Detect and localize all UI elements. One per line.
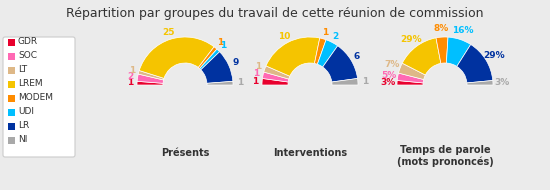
- Text: 29%: 29%: [400, 35, 422, 44]
- Wedge shape: [137, 81, 163, 85]
- FancyBboxPatch shape: [8, 136, 15, 143]
- FancyBboxPatch shape: [3, 37, 75, 157]
- Text: 3%: 3%: [494, 78, 509, 87]
- Text: MODEM: MODEM: [18, 93, 53, 101]
- Text: 1: 1: [127, 78, 133, 87]
- Text: 6: 6: [354, 52, 360, 61]
- FancyBboxPatch shape: [8, 123, 15, 130]
- Text: 25: 25: [162, 28, 175, 37]
- Wedge shape: [262, 78, 288, 85]
- Wedge shape: [402, 38, 441, 75]
- Wedge shape: [399, 63, 425, 80]
- Text: 1: 1: [362, 77, 368, 86]
- Wedge shape: [264, 66, 290, 79]
- Text: Présents: Présents: [161, 148, 209, 158]
- Text: LT: LT: [18, 64, 27, 74]
- Text: UDI: UDI: [18, 107, 34, 116]
- Text: 5%: 5%: [381, 71, 397, 80]
- Text: 10: 10: [278, 32, 291, 41]
- Text: 1: 1: [220, 41, 226, 50]
- Text: 2: 2: [332, 32, 338, 41]
- Wedge shape: [315, 38, 326, 64]
- Wedge shape: [436, 37, 448, 63]
- Text: Répartition par groupes du travail de cette réunion de commission: Répartition par groupes du travail de ce…: [66, 7, 484, 20]
- Text: SOC: SOC: [18, 51, 37, 59]
- Wedge shape: [139, 37, 214, 78]
- Wedge shape: [199, 47, 217, 69]
- Text: 2: 2: [128, 72, 134, 81]
- FancyBboxPatch shape: [8, 52, 15, 59]
- Wedge shape: [397, 73, 424, 83]
- FancyBboxPatch shape: [8, 66, 15, 74]
- Wedge shape: [207, 81, 233, 85]
- Wedge shape: [467, 81, 493, 85]
- Wedge shape: [457, 44, 493, 83]
- Text: Temps de parole
(mots prononcés): Temps de parole (mots prononcés): [397, 145, 493, 167]
- Wedge shape: [262, 72, 289, 82]
- Wedge shape: [323, 46, 358, 82]
- Text: 29%: 29%: [483, 51, 504, 60]
- Text: 1: 1: [129, 66, 135, 75]
- Wedge shape: [201, 52, 233, 83]
- Text: 1: 1: [322, 28, 328, 36]
- Text: 1: 1: [217, 38, 223, 47]
- Wedge shape: [317, 40, 338, 67]
- Text: 16%: 16%: [452, 26, 474, 35]
- Text: GDR: GDR: [18, 36, 38, 45]
- Text: 8%: 8%: [434, 24, 449, 33]
- Wedge shape: [447, 37, 471, 66]
- FancyBboxPatch shape: [8, 94, 15, 101]
- FancyBboxPatch shape: [8, 81, 15, 88]
- Text: LREM: LREM: [18, 78, 43, 88]
- Text: 1: 1: [252, 77, 258, 86]
- FancyBboxPatch shape: [8, 108, 15, 116]
- Text: 1: 1: [255, 62, 261, 71]
- Wedge shape: [332, 78, 358, 85]
- Wedge shape: [266, 37, 320, 76]
- Text: 7%: 7%: [384, 60, 399, 69]
- Text: 9: 9: [232, 58, 238, 67]
- Text: NI: NI: [18, 135, 28, 143]
- Wedge shape: [137, 74, 163, 83]
- Wedge shape: [200, 49, 219, 70]
- FancyBboxPatch shape: [8, 39, 15, 45]
- Text: 1: 1: [237, 78, 243, 87]
- Text: Interventions: Interventions: [273, 148, 347, 158]
- Text: 1: 1: [253, 69, 259, 78]
- Text: 3%: 3%: [381, 78, 395, 87]
- Wedge shape: [397, 81, 423, 85]
- Text: LR: LR: [18, 120, 29, 130]
- Wedge shape: [138, 70, 164, 80]
